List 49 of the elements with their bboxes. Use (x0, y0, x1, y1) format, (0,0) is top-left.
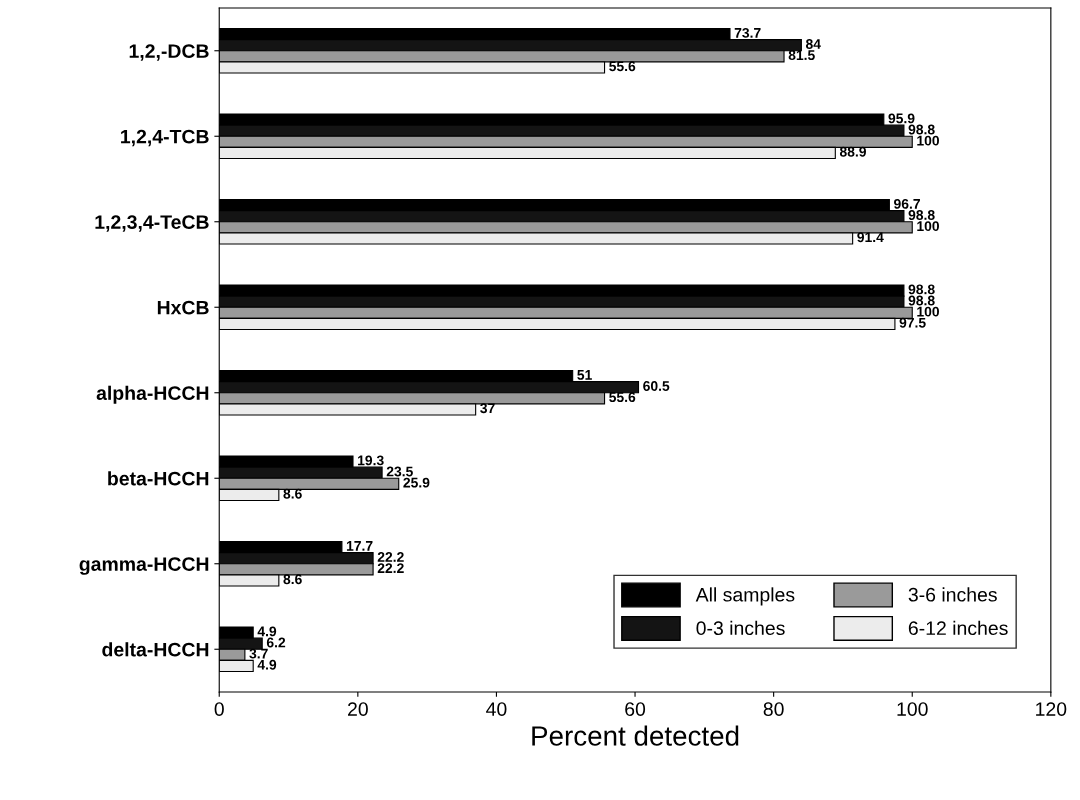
data-label: 98.8 (908, 284, 935, 295)
y-tick-label: HxCB (157, 300, 209, 315)
legend-label: All samples (695, 587, 795, 606)
data-label: 25.9 (403, 477, 430, 488)
data-label: 98.8 (908, 210, 935, 220)
data-label: 81.5 (788, 50, 815, 61)
y-tick-label: delta-HCCH (102, 642, 209, 657)
data-label: 19.3 (358, 455, 384, 466)
legend-label: 0-3 inches (696, 620, 785, 636)
data-label: 96.7 (894, 198, 920, 209)
data-label: 98.8 (908, 295, 935, 306)
data-label: 100 (917, 306, 940, 317)
data-label: 17.7 (346, 541, 373, 551)
data-label: 51 (577, 370, 592, 380)
x-tick-label: 60 (625, 702, 646, 716)
data-label: 73.7 (734, 27, 761, 38)
data-label: 3.7 (249, 648, 268, 659)
data-label: 100 (917, 221, 940, 232)
data-label: 4.9 (257, 659, 277, 670)
x-tick-label: 100 (897, 702, 928, 716)
y-tick-label: 1,2,4-TCB (121, 129, 209, 147)
x-axis-title: Percent detected (532, 725, 739, 746)
y-tick-label: 1,2,-DCB (129, 44, 209, 61)
data-label: 6.2 (266, 637, 286, 648)
data-label: 84 (805, 39, 821, 49)
data-label: 91.4 (857, 232, 884, 243)
data-label: 60.5 (643, 381, 670, 391)
data-label: 22.2 (377, 563, 404, 573)
y-tick-label: beta-HCCH (108, 471, 209, 486)
x-tick-label: 40 (486, 702, 507, 716)
data-label: 4.9 (257, 626, 277, 637)
data-label: 8.6 (283, 574, 302, 585)
y-tick-label: gamma-HCCH (79, 557, 209, 575)
data-label: 55.6 (609, 61, 636, 72)
y-tick-label: 1,2,3,4-TeCB (95, 215, 209, 232)
data-label: 55.6 (609, 392, 636, 403)
legend-label: 3-6 inches (908, 587, 997, 602)
x-tick-label: 80 (763, 702, 784, 716)
data-label: 98.8 (908, 124, 935, 135)
data-label: 95.9 (888, 113, 915, 124)
legend-label: 6-12 inches (908, 620, 1008, 636)
y-tick-label: alpha-HCCH (96, 385, 209, 404)
x-tick-label: 120 (1036, 702, 1067, 716)
data-label: 23.5 (386, 466, 413, 477)
data-label: 37 (480, 403, 495, 414)
x-tick-label: 20 (348, 702, 368, 716)
x-tick-label: 0 (214, 702, 224, 716)
data-label: 22.2 (377, 552, 404, 562)
data-label: 100 (917, 135, 940, 146)
